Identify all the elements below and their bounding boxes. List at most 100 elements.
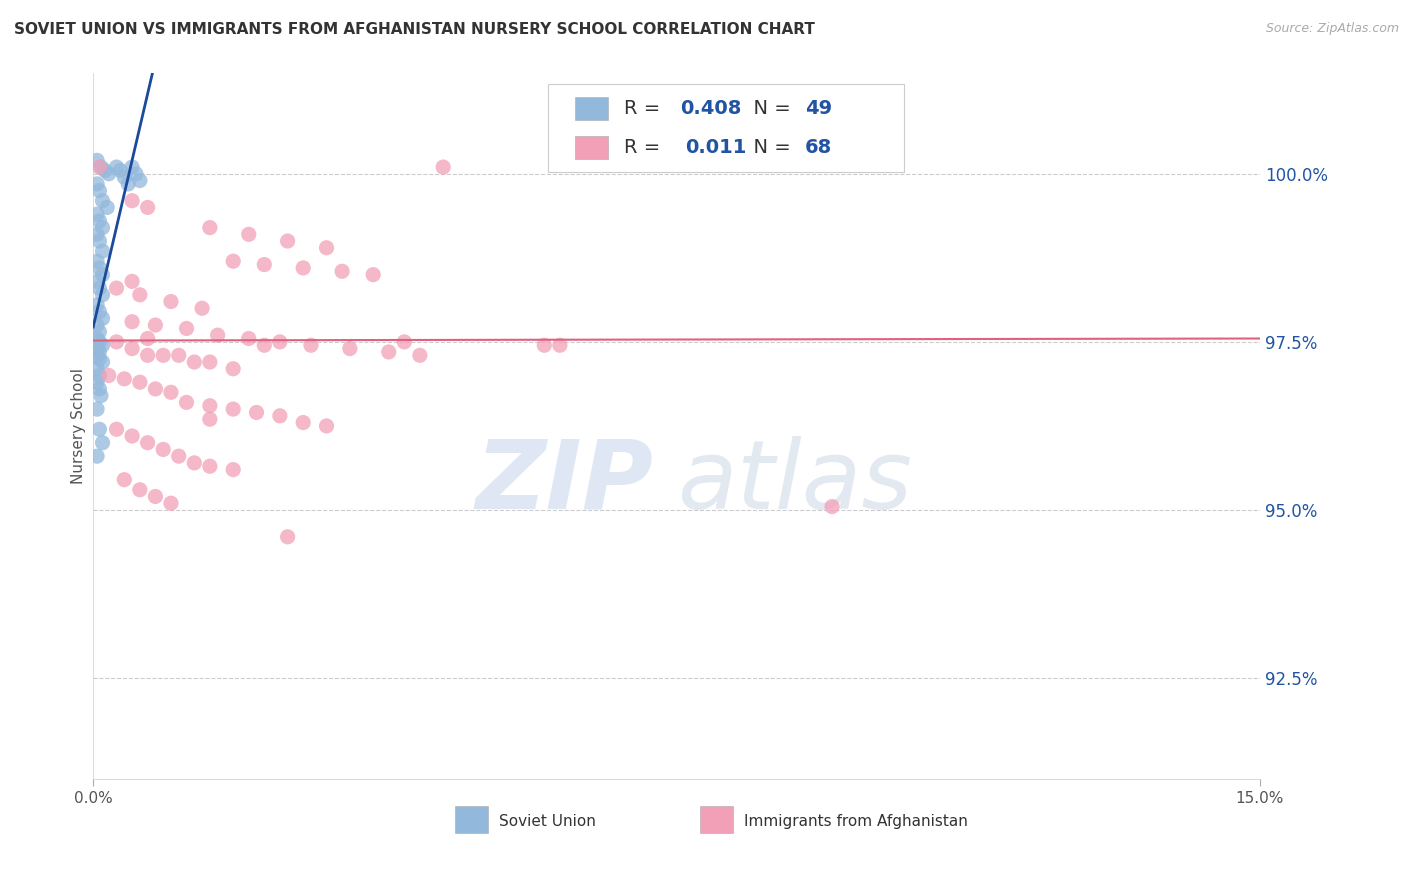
- Point: [222, 361, 245, 376]
- Point: [91, 194, 114, 208]
- Point: [89, 345, 111, 359]
- Point: [176, 395, 198, 409]
- Point: [176, 321, 198, 335]
- Text: ZIP: ZIP: [475, 436, 654, 529]
- Point: [292, 260, 315, 275]
- Point: [89, 368, 111, 383]
- Point: [207, 328, 229, 343]
- Point: [160, 496, 183, 510]
- Point: [105, 281, 128, 295]
- Text: R =: R =: [624, 137, 673, 157]
- Point: [128, 288, 150, 302]
- Point: [269, 334, 291, 349]
- Point: [105, 334, 128, 349]
- Point: [112, 372, 135, 386]
- Point: [269, 409, 291, 423]
- Point: [91, 288, 114, 302]
- Point: [160, 385, 183, 400]
- Text: 49: 49: [804, 99, 832, 118]
- Point: [89, 325, 111, 339]
- Point: [136, 201, 159, 215]
- Text: 68: 68: [804, 137, 832, 157]
- Point: [89, 334, 111, 349]
- Point: [136, 332, 159, 346]
- Point: [128, 375, 150, 389]
- Point: [238, 227, 260, 242]
- Text: N =: N =: [741, 137, 797, 157]
- Point: [377, 345, 399, 359]
- Point: [136, 435, 159, 450]
- Point: [198, 459, 221, 474]
- Point: [112, 170, 135, 185]
- Point: [145, 490, 167, 504]
- Point: [198, 412, 221, 426]
- Point: [97, 368, 120, 383]
- Point: [277, 234, 299, 248]
- Point: [136, 348, 159, 362]
- Point: [121, 194, 143, 208]
- Point: [152, 442, 174, 457]
- Point: [121, 342, 143, 356]
- Point: [533, 338, 555, 352]
- FancyBboxPatch shape: [575, 97, 607, 120]
- Point: [86, 449, 108, 463]
- Point: [128, 483, 150, 497]
- Point: [339, 342, 361, 356]
- Text: N =: N =: [741, 99, 797, 118]
- Point: [152, 348, 174, 362]
- Text: Soviet Union: Soviet Union: [499, 814, 596, 829]
- Point: [91, 220, 114, 235]
- Point: [105, 422, 128, 436]
- Point: [821, 500, 844, 514]
- Point: [167, 449, 190, 463]
- Point: [183, 456, 205, 470]
- FancyBboxPatch shape: [575, 136, 607, 159]
- Point: [253, 338, 276, 352]
- Point: [277, 530, 299, 544]
- Point: [105, 160, 128, 174]
- Point: [91, 311, 114, 326]
- Point: [91, 268, 114, 282]
- Point: [222, 402, 245, 417]
- Point: [86, 274, 108, 288]
- Point: [409, 348, 432, 362]
- Point: [548, 338, 571, 352]
- Text: R =: R =: [624, 99, 666, 118]
- Point: [86, 375, 108, 389]
- Point: [222, 462, 245, 476]
- Text: Immigrants from Afghanistan: Immigrants from Afghanistan: [744, 814, 969, 829]
- Point: [238, 332, 260, 346]
- Point: [86, 177, 108, 191]
- Point: [361, 268, 384, 282]
- Point: [245, 405, 267, 419]
- Point: [183, 355, 205, 369]
- Point: [91, 244, 114, 259]
- Point: [394, 334, 416, 349]
- Point: [121, 274, 143, 288]
- Text: atlas: atlas: [676, 436, 911, 529]
- Point: [330, 264, 353, 278]
- Point: [160, 294, 183, 309]
- Point: [121, 315, 143, 329]
- Point: [86, 361, 108, 376]
- Point: [198, 399, 221, 413]
- Point: [91, 435, 114, 450]
- Point: [86, 402, 108, 417]
- FancyBboxPatch shape: [548, 84, 904, 172]
- Point: [96, 201, 118, 215]
- Point: [145, 382, 167, 396]
- Point: [89, 382, 111, 396]
- Point: [91, 338, 114, 352]
- Point: [292, 416, 315, 430]
- Point: [299, 338, 322, 352]
- Point: [112, 473, 135, 487]
- Point: [86, 254, 108, 268]
- Point: [198, 355, 221, 369]
- Point: [191, 301, 214, 316]
- Point: [198, 220, 221, 235]
- Point: [86, 342, 108, 356]
- Point: [89, 160, 111, 174]
- Point: [86, 207, 108, 221]
- Point: [222, 254, 245, 268]
- Point: [432, 160, 454, 174]
